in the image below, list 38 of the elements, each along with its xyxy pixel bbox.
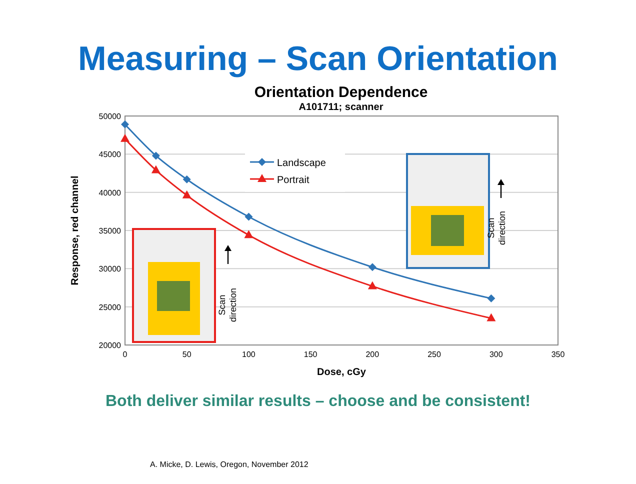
chart-title: Measuring – Scan Orientation — [78, 40, 558, 78]
point — [244, 212, 253, 221]
y-tick-label: 25000 — [98, 302, 122, 312]
text: A101711; scanner — [298, 102, 384, 113]
x-tick-label: 100 — [242, 350, 256, 359]
point — [151, 165, 160, 174]
y-tick-label: 35000 — [98, 226, 122, 236]
x-axis-title: Dose, cGy — [317, 367, 366, 378]
y-tick-label: 45000 — [98, 150, 122, 160]
text: Both deliver similar results – choose and be consistent! — [105, 393, 531, 410]
y-tick-label: 20000 — [98, 341, 122, 350]
annotation: Scan direction — [486, 210, 507, 246]
point — [121, 120, 129, 128]
x-tick-label: 0 — [122, 350, 128, 359]
legend-label: Portrait — [277, 175, 310, 186]
y-tick-label: 40000 — [98, 188, 122, 198]
x-tick-label: 350 — [551, 350, 566, 359]
annotation: Scan direction — [217, 288, 238, 322]
x-tick-label: 300 — [489, 350, 504, 359]
legend-label: Landscape — [277, 158, 326, 169]
text: A. Micke, D. Lewis, Oregon, November 2012 — [150, 460, 309, 469]
point — [244, 230, 254, 238]
point — [487, 294, 496, 302]
chart-subtitle: Orientation Dependence — [254, 84, 428, 101]
point — [368, 281, 377, 290]
point — [182, 175, 191, 184]
y-tick-label: 50000 — [98, 112, 122, 121]
point — [152, 152, 160, 160]
point — [120, 134, 130, 142]
point — [182, 190, 192, 198]
y-axis-title: Response, red channel — [70, 176, 81, 286]
point — [368, 263, 376, 272]
x-tick-label: 150 — [304, 350, 318, 359]
point — [486, 313, 496, 322]
x-tick-label: 50 — [182, 350, 192, 359]
x-tick-label: 200 — [366, 350, 380, 359]
y-tick-label: 30000 — [98, 264, 122, 274]
x-tick-label: 250 — [428, 350, 442, 359]
